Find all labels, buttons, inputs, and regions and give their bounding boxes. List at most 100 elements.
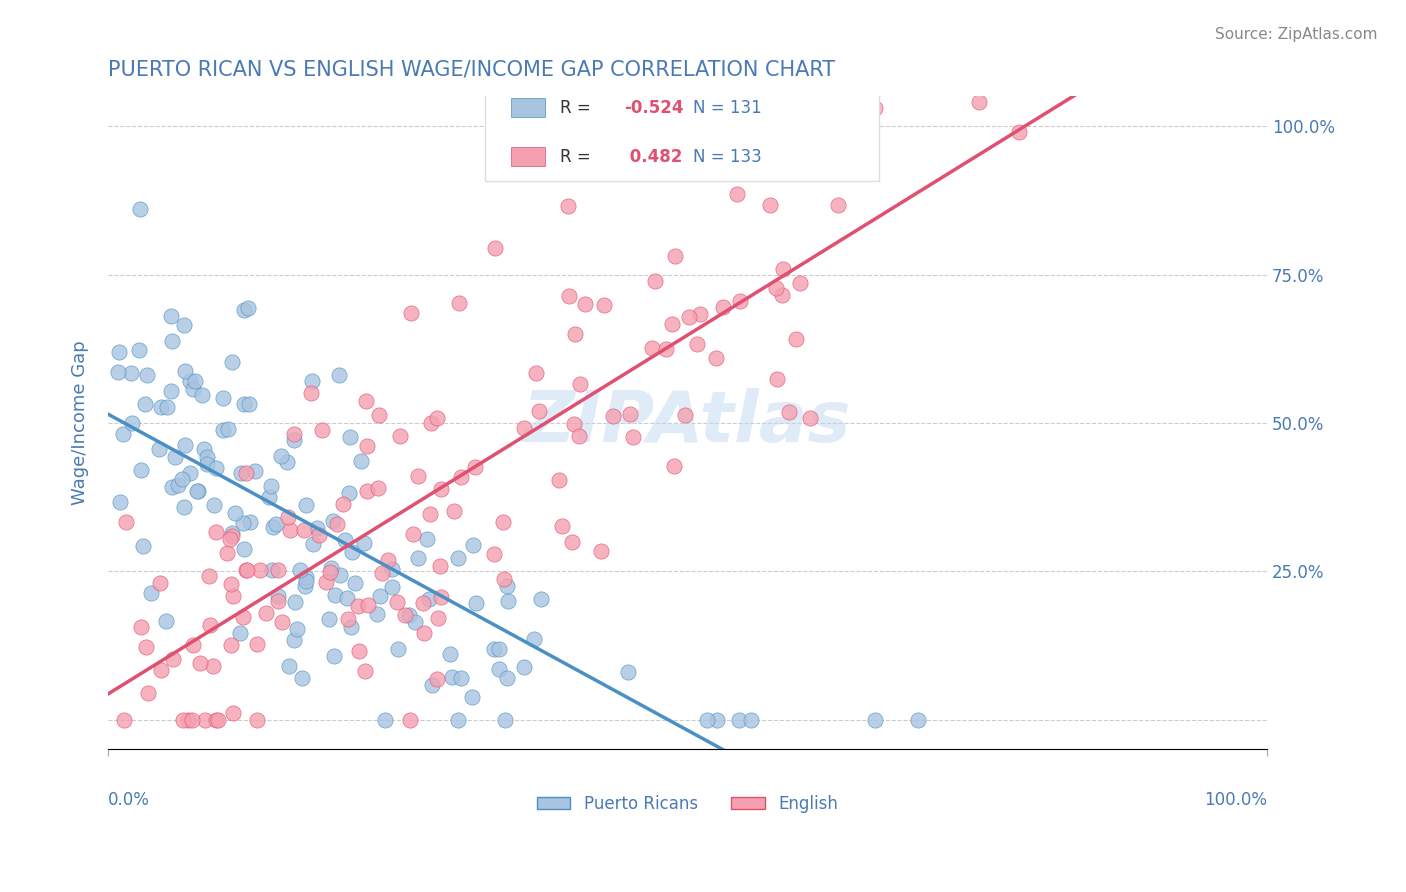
English (758, 198, 780, 212)
Puerto Ricans (134, 397, 156, 411)
Puerto Ricans (374, 713, 396, 727)
Puerto Ricans (162, 480, 184, 494)
Text: 0.482: 0.482 (624, 148, 682, 166)
Puerto Ricans (353, 536, 375, 550)
Text: N = 131: N = 131 (693, 99, 762, 117)
Puerto Ricans (238, 397, 260, 411)
Puerto Ricans (270, 449, 292, 463)
Puerto Ricans (381, 562, 404, 576)
English (115, 515, 138, 529)
Puerto Ricans (173, 318, 195, 332)
Puerto Ricans (339, 430, 361, 444)
English (426, 410, 449, 425)
English (678, 310, 700, 325)
English (236, 563, 259, 577)
Text: R =: R = (560, 148, 596, 166)
English (315, 575, 337, 590)
English (399, 713, 422, 727)
Puerto Ricans (129, 463, 152, 477)
English (218, 532, 240, 546)
Text: 100.0%: 100.0% (1204, 791, 1267, 809)
Puerto Ricans (465, 596, 488, 610)
English (464, 459, 486, 474)
English (420, 416, 443, 430)
Puerto Ricans (446, 713, 468, 727)
Puerto Ricans (318, 612, 340, 626)
English (181, 713, 204, 727)
Text: R =: R = (560, 99, 596, 117)
Puerto Ricans (344, 576, 367, 591)
English (371, 566, 394, 581)
English (430, 590, 453, 604)
Puerto Ricans (121, 417, 143, 431)
Puerto Ricans (179, 374, 201, 388)
English (385, 594, 408, 608)
Puerto Ricans (494, 713, 516, 727)
Puerto Ricans (229, 626, 252, 640)
Puerto Ricans (257, 490, 280, 504)
English (162, 652, 184, 666)
English (661, 317, 683, 331)
Puerto Ricans (740, 713, 762, 727)
English (770, 288, 793, 302)
Puerto Ricans (132, 539, 155, 553)
Puerto Ricans (166, 478, 188, 492)
English (368, 409, 391, 423)
Puerto Ricans (128, 343, 150, 357)
Puerto Ricans (406, 550, 429, 565)
Puerto Ricans (160, 384, 183, 398)
Puerto Ricans (202, 498, 225, 512)
Puerto Ricans (333, 533, 356, 547)
English (347, 644, 370, 658)
English (232, 610, 254, 624)
Puerto Ricans (181, 383, 204, 397)
English (292, 523, 315, 537)
Puerto Ricans (165, 450, 187, 465)
Puerto Ricans (262, 520, 284, 534)
Puerto Ricans (107, 365, 129, 379)
English (336, 612, 359, 626)
English (219, 577, 242, 591)
English (188, 656, 211, 670)
English (311, 424, 333, 438)
English (766, 372, 789, 386)
Puerto Ricans (381, 580, 404, 594)
English (401, 526, 423, 541)
English (426, 672, 449, 686)
Puerto Ricans (387, 641, 409, 656)
English (686, 337, 709, 351)
Puerto Ricans (488, 641, 510, 656)
English (429, 559, 451, 574)
English (172, 713, 194, 727)
Puerto Ricans (187, 484, 209, 499)
English (377, 553, 399, 567)
Puerto Ricans (232, 516, 254, 531)
Puerto Ricans (523, 632, 546, 646)
Puerto Ricans (174, 364, 197, 378)
English (270, 615, 292, 629)
Puerto Ricans (243, 464, 266, 478)
English (664, 249, 686, 263)
English (558, 289, 581, 303)
English (277, 510, 299, 524)
Puerto Ricans (496, 594, 519, 608)
English (772, 262, 794, 277)
English (623, 430, 645, 444)
English (357, 599, 380, 613)
Puerto Ricans (277, 659, 299, 673)
English (644, 274, 666, 288)
English (207, 713, 229, 727)
Puerto Ricans (907, 713, 929, 727)
Legend: Puerto Ricans, English: Puerto Ricans, English (530, 788, 845, 820)
English (778, 405, 800, 419)
English (592, 298, 614, 312)
Puerto Ricans (120, 367, 142, 381)
English (149, 575, 172, 590)
English (569, 377, 592, 392)
English (129, 620, 152, 634)
English (254, 606, 277, 620)
English (299, 386, 322, 401)
English (177, 713, 200, 727)
English (529, 404, 551, 418)
English (662, 459, 685, 474)
